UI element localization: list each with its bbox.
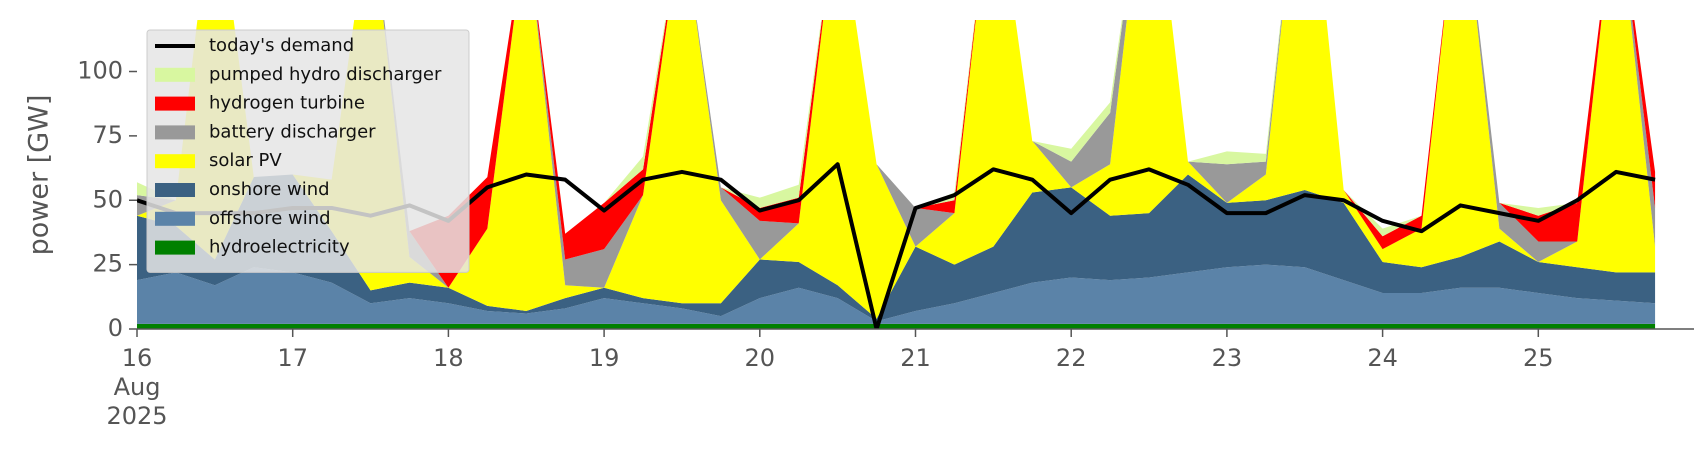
- x-tick-label: 21: [900, 344, 931, 372]
- x-tick-label: 23: [1212, 344, 1243, 372]
- area: [137, 323, 1656, 329]
- axes: 0 25 50 75 100 16 Aug 2025 17 18 19 20 21 22 23 24 25: [77, 57, 1694, 430]
- legend: today's demand pumped hydro discharger hyd…: [146, 29, 470, 273]
- legend-label: onshore wind: [209, 179, 330, 200]
- x-tick-label: 18: [433, 344, 464, 372]
- legend-label: battery discharger: [209, 121, 376, 142]
- legend-swatch: [155, 183, 195, 197]
- x-tick-label: 20: [745, 344, 776, 372]
- legend-swatch: [155, 67, 195, 82]
- legend-swatch: [155, 211, 195, 226]
- legend-label: hydroelectricity: [209, 237, 350, 258]
- legend-label: hydrogen turbine: [209, 93, 365, 114]
- y-tick-label: 0: [108, 314, 123, 342]
- y-tick-label: 100: [77, 57, 123, 85]
- legend-label: today's demand: [209, 35, 354, 56]
- area: [137, 174, 1656, 322]
- area: [137, 264, 1656, 324]
- x-tick-label: 16 Aug 2025: [106, 344, 167, 430]
- y-tick-label: 50: [92, 185, 123, 213]
- legend-label: solar PV: [209, 150, 282, 171]
- y-tick-label: 25: [92, 250, 123, 278]
- legend-box: [146, 29, 470, 273]
- x-tick-label: 19: [589, 344, 620, 372]
- legend-swatch: [155, 125, 195, 140]
- x-tick-label: 24: [1367, 344, 1398, 372]
- x-tick-label: 22: [1056, 344, 1087, 372]
- x-tick-label: 25: [1523, 344, 1554, 372]
- legend-swatch: [155, 96, 195, 111]
- legend-label: offshore wind: [209, 208, 331, 229]
- legend-swatch: [155, 154, 195, 169]
- plot-area: [137, 20, 1656, 329]
- x-tick-label: 17: [277, 344, 308, 372]
- legend-swatch: [155, 240, 195, 255]
- area: [137, 20, 1656, 319]
- y-axis-label: power [GW]: [24, 95, 55, 256]
- y-tick-label: 75: [92, 121, 123, 149]
- legend-label: pumped hydro discharger: [209, 64, 442, 85]
